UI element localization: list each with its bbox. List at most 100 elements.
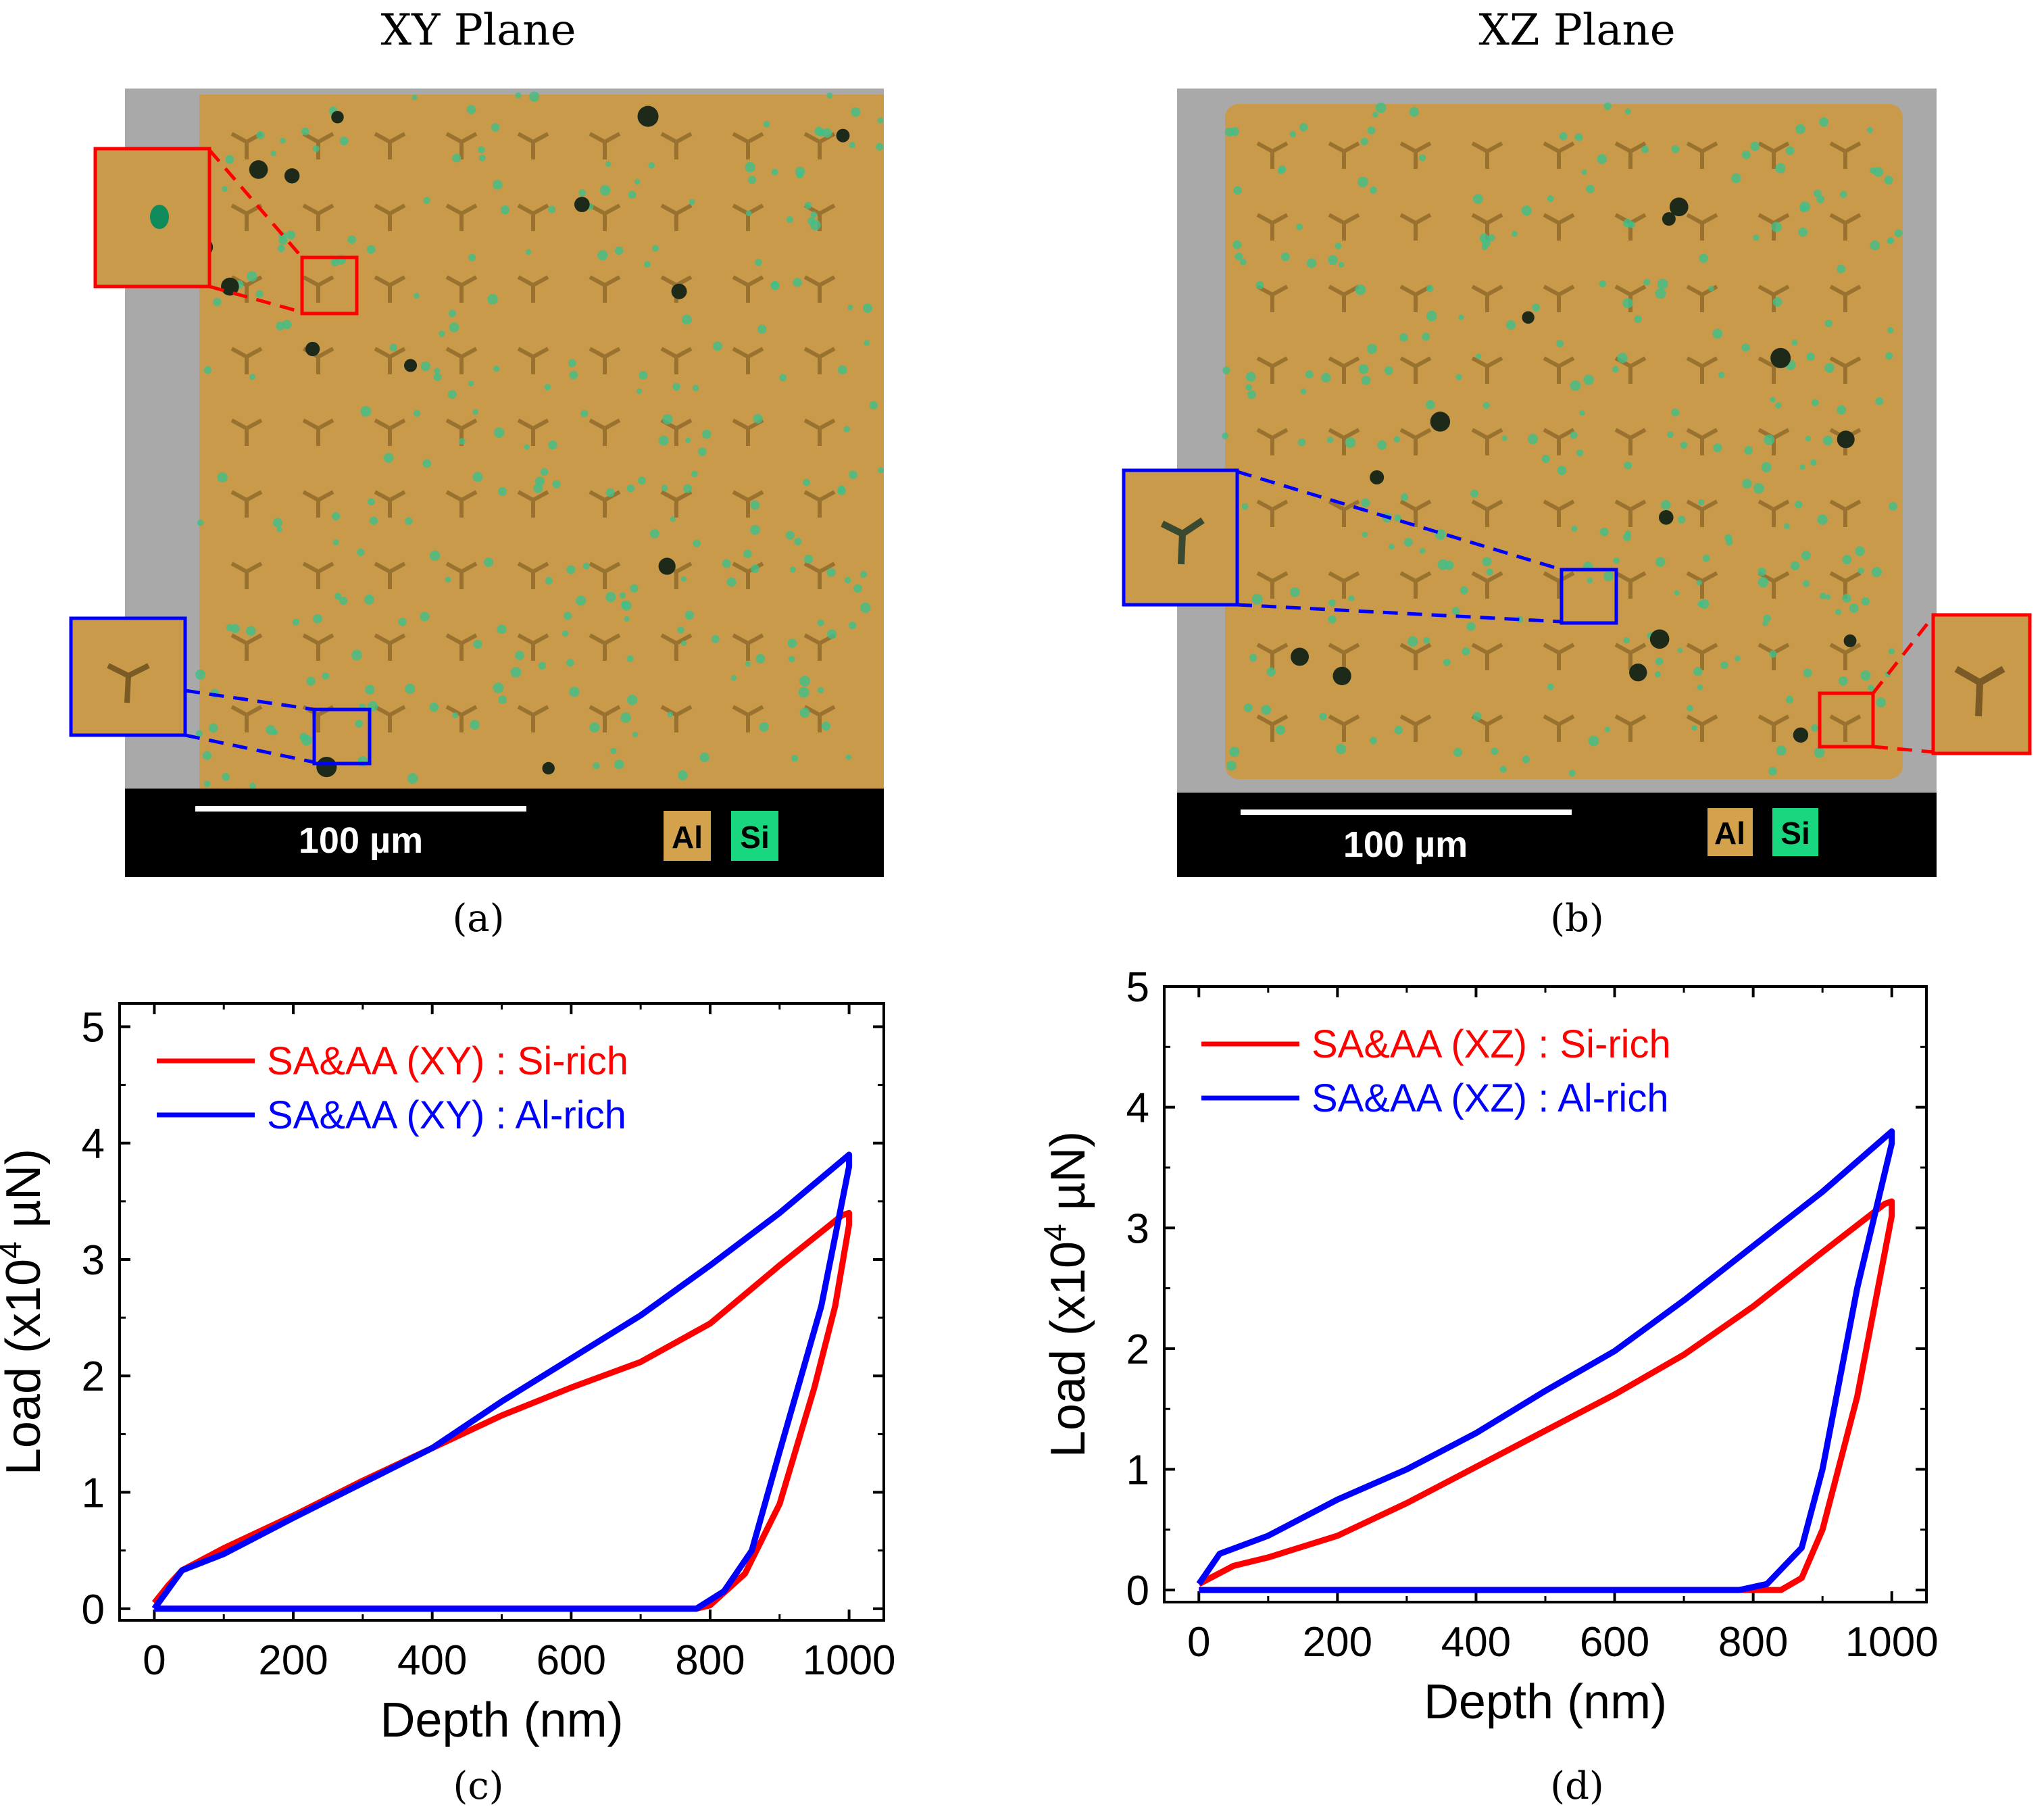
si-particle (849, 621, 857, 630)
si-particle (1559, 132, 1568, 141)
si-particle (1280, 252, 1290, 261)
si-particle (515, 651, 524, 660)
indent-mark (803, 275, 836, 303)
si-particle (1798, 227, 1808, 237)
x-tick-label: 1000 (803, 1637, 896, 1684)
si-particle (1389, 543, 1395, 550)
si-particle (712, 341, 722, 351)
si-particle (593, 762, 600, 770)
si-particle (339, 596, 348, 605)
si-particle (1278, 165, 1287, 174)
indent-mark (1471, 428, 1503, 455)
si-particle (722, 559, 731, 568)
si-particle (1770, 397, 1776, 403)
si-particle (389, 343, 397, 351)
series-line-al-rich (151, 1151, 853, 1612)
si-particle (1375, 102, 1387, 114)
indent-mark (1954, 666, 2005, 717)
si-particle (630, 584, 639, 593)
si-particle (470, 720, 480, 730)
si-particle (1369, 737, 1377, 745)
si-particle (626, 484, 635, 493)
legend-al-swatch (1708, 808, 1753, 856)
si-particle (1761, 462, 1772, 472)
si-particle (621, 600, 632, 611)
panel-a-title: XY Plane (381, 5, 576, 55)
si-particle (1816, 195, 1825, 203)
si-particle (1811, 399, 1819, 407)
si-particle (876, 143, 884, 151)
si-particle (332, 539, 339, 546)
indent-mark (517, 562, 549, 589)
si-particle (804, 201, 812, 209)
si-particle (651, 245, 659, 252)
si-particle (195, 730, 203, 737)
si-particle (1654, 671, 1662, 678)
si-particle (355, 720, 364, 728)
si-rich-region-box (300, 255, 359, 316)
si-particle (837, 486, 846, 495)
indent-mark (660, 633, 693, 661)
si-particle (150, 205, 169, 229)
si-particle (578, 189, 586, 197)
x-tick-label: 600 (537, 1637, 606, 1684)
scale-bar-label: 100 µm (299, 820, 423, 861)
x-axis-label: Depth (nm) (380, 1693, 623, 1747)
si-particle (1367, 343, 1377, 354)
si-particle (1361, 376, 1371, 385)
indent-mark (1399, 714, 1432, 742)
si-particle (845, 754, 852, 760)
si-particle (1741, 150, 1751, 159)
y-axis-label-main: Load (x10 (1041, 1241, 1095, 1457)
si-particle (1399, 333, 1408, 342)
indent-mark (1256, 643, 1289, 670)
si-particle (434, 368, 441, 374)
si-particle (1758, 576, 1769, 588)
si-particle (1462, 647, 1470, 656)
x-tick-label: 0 (1187, 1619, 1210, 1666)
indent-mark (517, 633, 549, 661)
zoom-connector (1237, 470, 1562, 572)
y-axis-label-unit: µN) (1041, 1131, 1095, 1224)
si-particle (1532, 303, 1541, 312)
si-particle (545, 576, 553, 584)
legend-si-label: Si (1780, 816, 1810, 851)
si-particle (681, 641, 687, 647)
si-particle (827, 629, 837, 639)
indent-mark (374, 633, 406, 661)
si-particle (1328, 255, 1338, 266)
si-particle (1245, 372, 1256, 382)
si-particle (626, 695, 638, 705)
si-particle (678, 770, 688, 780)
si-particle (540, 468, 549, 476)
pore (1843, 634, 1857, 647)
legend-si-swatch (731, 811, 778, 861)
indent-mark (302, 418, 334, 446)
si-particle (793, 278, 802, 287)
indent-mark (589, 418, 621, 446)
y-axis-label-main: Load (x10 (0, 1259, 51, 1475)
si-particle (1623, 637, 1630, 644)
pore (331, 111, 344, 124)
si-particle (1586, 184, 1595, 194)
si-particle (270, 151, 276, 157)
indent-mark (374, 490, 406, 518)
si-particle (347, 235, 356, 244)
si-particle (1835, 609, 1841, 616)
si-particle (538, 662, 547, 670)
indent-mark (1829, 213, 1862, 241)
si-particle (552, 480, 561, 489)
pore (1658, 509, 1674, 525)
si-particle (1795, 124, 1805, 134)
si-particle (1678, 516, 1686, 524)
pore (671, 283, 687, 299)
si-particle (1541, 454, 1550, 463)
si-particle (614, 246, 624, 255)
si-particle (1579, 410, 1585, 416)
si-particle (367, 498, 375, 506)
si-particle (605, 591, 616, 603)
si-particle (1697, 684, 1703, 691)
indent-mark (230, 490, 263, 518)
si-particle (1249, 653, 1257, 662)
